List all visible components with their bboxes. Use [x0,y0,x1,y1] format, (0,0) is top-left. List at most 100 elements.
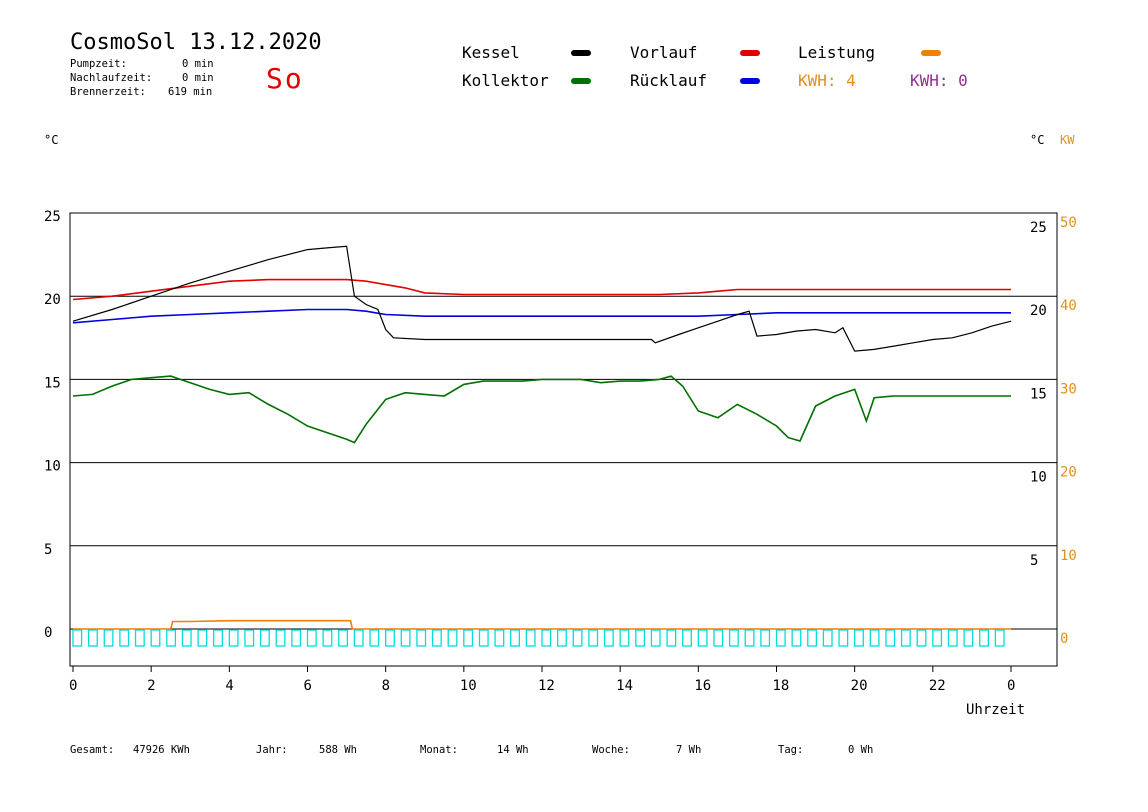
x-tick-label: 6 [304,678,312,694]
footer-value-monat: 14 Wh [497,744,529,756]
pump-mark [603,629,614,647]
pump-mark [869,629,880,647]
pump-mark [588,629,599,647]
pump-mark [838,629,849,647]
footer-label-monat: Monat: [420,744,458,756]
pump-mark [103,629,114,647]
y-tick-label-left: 10 [44,459,61,475]
legend-swatch-leistung [921,50,941,56]
y-tick-label-right: 5 [1030,553,1038,569]
footer-label-woche: Woche: [592,744,630,756]
x-axis-label: Uhrzeit [966,702,1026,718]
legend-swatch-kollektor [571,78,591,84]
pump-mark [635,629,646,647]
pump-mark [541,629,552,647]
pump-mark [979,629,989,647]
pump-mark [494,629,505,647]
legend-label-vorlauf: Vorlauf [630,43,698,62]
series-lines [72,245,1012,630]
pump-mark [353,629,364,647]
pump-mark [728,629,739,647]
pump-mark [416,629,427,647]
kw-tick-label: 0 [1060,631,1068,647]
pump-mark [431,629,442,647]
pump-mark [666,629,677,647]
footer-value-jahr: 588 Wh [319,744,357,756]
pump-mark [87,629,98,647]
pump-mark [478,629,489,647]
pump-mark [197,629,208,647]
pump-mark [306,629,317,647]
pump-mark [572,629,583,647]
pump-mark [213,629,223,647]
x-tick-label: 10 [460,678,477,694]
pump-mark [134,629,145,647]
footer-value-woche: 7 Wh [676,744,702,756]
legend-label-ruecklauf: Rücklauf [630,71,708,90]
pump-mark [369,629,380,647]
y-tick-label-right: 25 [1030,220,1047,236]
pump-mark [447,629,458,647]
legend-kwh-secondary: KWH: 0 [910,71,968,90]
pump-mark [916,629,927,647]
x-tick-label: 14 [616,678,633,694]
legend-label-leistung: Leistung [798,43,876,62]
stat-label-pumpzeit: Pumpzeit: [70,58,127,70]
pump-mark [713,629,724,647]
y-tick-label-left: 20 [44,292,61,308]
x-tick-label: 16 [694,678,711,694]
pump-mark [259,629,270,647]
x-tick-label: 12 [538,678,555,694]
kw-tick-label: 20 [1060,465,1077,481]
footer-value-tag: 0 Wh [848,744,874,756]
legend-swatch-kessel [571,50,591,56]
pump-mark [854,629,864,647]
kw-tick-label: 50 [1060,215,1077,231]
y-tick-label-right: 15 [1030,386,1047,402]
x-tick-label: 18 [773,678,790,694]
stat-value-nachlaufzeit: 0 min [182,72,214,84]
pump-mark [338,629,349,647]
pump-mark [525,629,536,647]
x-tick-label: 22 [929,678,946,694]
series-line-kollektor [72,375,1011,444]
x-tick-label: 0 [1007,678,1015,694]
stat-value-pumpzeit: 0 min [182,58,214,70]
pump-mark [510,629,520,647]
pump-mark [932,629,943,647]
pump-mark [619,629,630,647]
axis-unit-right-celsius: °C [1030,133,1045,147]
plot-frame [69,212,1058,667]
y-tick-label-left: 25 [44,209,61,225]
gridlines [70,295,1057,630]
y-tick-label-left: 0 [44,625,52,641]
pump-mark [822,629,833,647]
pump-mark [807,629,818,647]
pump-mark [72,629,83,647]
x-tick-label: 20 [851,678,868,694]
pump-mark [697,629,708,647]
series-line-kessel [72,245,1012,352]
y-tick-label-left: 5 [44,542,52,558]
pump-mark [885,629,896,647]
page-title: CosmoSol 13.12.2020 [70,30,322,55]
series-line-vorlauf [72,278,1011,301]
legend-label-kessel: Kessel [462,43,520,62]
pump-mark [119,629,130,647]
pump-mark [181,629,192,647]
series-line-ruecklauf [72,308,1011,324]
footer-label-gesamt: Gesamt: [70,744,115,756]
pump-mark [556,629,567,647]
footer-value-gesamt: 47926 KWh [133,744,190,756]
pump-mark [963,629,974,647]
pump-mark [244,629,255,647]
legend-kwh-total: KWH: 4 [798,71,856,90]
pump-mark [682,629,692,647]
pump-pattern [72,629,1005,647]
axis-unit-right-kw: KW [1060,133,1075,147]
legend-swatch-vorlauf [740,50,760,56]
pump-mark [150,629,161,647]
pump-mark [994,629,1005,647]
x-tick-label: 8 [382,678,390,694]
